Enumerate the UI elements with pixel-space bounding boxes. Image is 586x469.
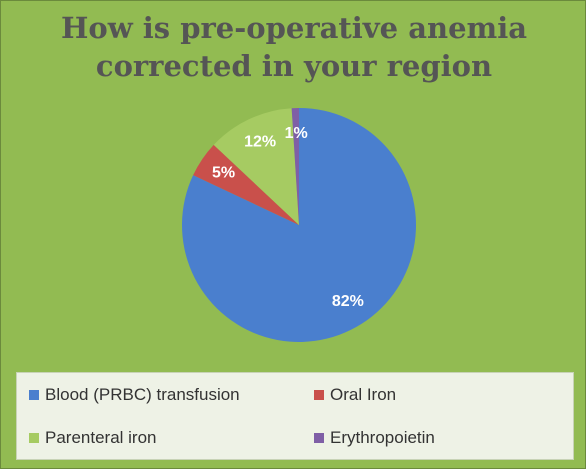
data-label-value: 82 [332, 293, 350, 310]
legend-label: Blood (PRBC) transfusion [45, 384, 240, 404]
legend-label: Erythropoietin [330, 427, 435, 447]
data-label-value: 5 [212, 165, 221, 182]
legend-label: Parenteral iron [45, 427, 157, 447]
legend-entry: Erythropoietin [314, 428, 573, 448]
pie-slice [193, 144, 299, 225]
legend-label: Oral Iron [330, 384, 397, 404]
data-label-unit: % [350, 293, 364, 310]
data-label-value: 1 [285, 125, 294, 142]
data-label: 1% [285, 125, 308, 142]
legend-entry: Oral Iron [314, 385, 573, 405]
legend-swatch [29, 389, 39, 400]
data-label: 12% [244, 134, 276, 151]
legend-entry: Parenteral iron [29, 428, 314, 448]
legend-swatch [314, 389, 324, 400]
legend-entry: Blood (PRBC) transfusion [29, 385, 314, 405]
data-label-unit: % [262, 134, 276, 151]
pie-slice [182, 108, 417, 343]
pie-slice [213, 108, 299, 225]
pie-slice [291, 108, 299, 225]
legend-swatch [29, 432, 39, 443]
data-label-value: 12 [244, 134, 262, 151]
chart-title: How is pre-operative anemia corrected in… [60, 11, 528, 83]
legend-swatch [314, 432, 324, 443]
data-label: 82% [332, 293, 364, 310]
legend: Blood (PRBC) transfusion Oral Iron Parente… [16, 372, 574, 460]
data-label-unit: % [221, 165, 235, 182]
data-label-unit: % [293, 125, 307, 142]
data-label: 5% [212, 165, 235, 182]
